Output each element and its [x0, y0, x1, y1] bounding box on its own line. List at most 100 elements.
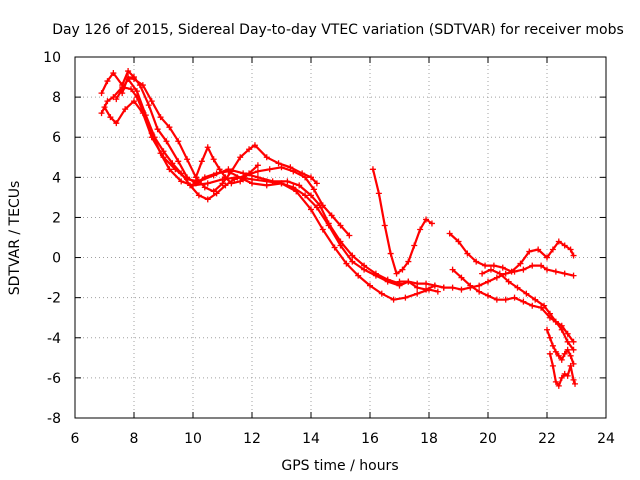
data-point: [541, 302, 548, 309]
data-point: [381, 222, 388, 229]
data-point: [552, 318, 559, 325]
data-point: [523, 290, 530, 297]
data-point: [246, 170, 253, 177]
data-point: [163, 138, 170, 145]
data-point: [423, 216, 430, 223]
data-point: [319, 226, 326, 233]
data-point: [549, 342, 556, 349]
data-point: [567, 352, 574, 359]
y-tick-label: -8: [47, 411, 61, 427]
y-axis-title: SDTVAR / TECUs: [7, 181, 23, 296]
data-point: [237, 178, 244, 185]
data-point: [337, 222, 344, 229]
data-point: [151, 134, 158, 141]
data-point: [369, 166, 376, 173]
data-point: [555, 382, 562, 389]
data-point: [570, 338, 577, 345]
data-point: [187, 182, 194, 189]
data-point: [546, 334, 553, 341]
data-point: [210, 172, 217, 179]
data-point: [204, 196, 211, 203]
data-point: [160, 154, 167, 161]
data-point: [434, 288, 441, 295]
x-tick-label: 22: [538, 431, 556, 447]
data-point: [505, 278, 512, 285]
data-point: [349, 258, 356, 265]
data-point: [390, 296, 397, 303]
data-point: [104, 98, 111, 105]
data-point: [570, 376, 577, 383]
data-point: [166, 166, 173, 173]
y-tick-label: 0: [52, 251, 61, 267]
series-pass-5: [113, 76, 353, 239]
data-point: [192, 174, 199, 181]
data-point: [201, 184, 208, 191]
y-tick-label: 6: [52, 130, 61, 146]
data-point: [145, 102, 152, 109]
data-point: [517, 260, 524, 267]
data-point: [538, 262, 545, 269]
data-point: [428, 220, 435, 227]
data-point: [564, 372, 571, 379]
data-point: [210, 156, 217, 163]
series-line: [545, 328, 575, 365]
data-point: [178, 170, 185, 177]
data-point: [405, 278, 412, 285]
data-point: [101, 104, 108, 111]
series-layer: [98, 68, 579, 389]
data-point: [482, 262, 489, 269]
series-line: [451, 268, 575, 343]
series-line: [548, 352, 577, 387]
data-point: [572, 380, 579, 387]
data-point: [337, 238, 344, 245]
data-point: [269, 178, 276, 185]
data-point: [310, 186, 317, 193]
data-point: [228, 180, 235, 187]
data-point: [198, 158, 205, 165]
data-point: [417, 226, 424, 233]
data-point: [125, 76, 132, 83]
data-point: [125, 68, 132, 75]
data-point: [411, 242, 418, 249]
data-point: [476, 288, 483, 295]
data-point: [128, 86, 135, 93]
data-point: [567, 246, 574, 253]
series-line: [103, 100, 401, 285]
grid-layer: [75, 57, 606, 418]
data-point: [479, 270, 486, 277]
data-point: [375, 190, 382, 197]
series-pass-10: [449, 266, 577, 345]
data-point: [384, 276, 391, 283]
series-pass-3: [101, 98, 403, 287]
data-point: [313, 180, 320, 187]
data-point: [302, 174, 309, 181]
x-tick-label: 24: [597, 431, 615, 447]
data-point: [157, 114, 164, 121]
data-point: [328, 212, 335, 219]
data-point: [552, 378, 559, 385]
data-point: [254, 174, 261, 181]
data-point: [496, 270, 503, 277]
data-point: [570, 360, 577, 367]
data-point: [544, 254, 550, 261]
data-point: [455, 238, 462, 245]
data-point: [184, 156, 191, 163]
x-tick-label: 12: [243, 431, 261, 447]
data-point: [331, 244, 338, 251]
data-point: [246, 146, 253, 153]
data-point: [251, 142, 258, 149]
data-point: [148, 98, 155, 105]
data-point: [355, 272, 362, 279]
data-point: [204, 180, 211, 187]
series-pass-12: [546, 350, 579, 389]
data-point: [493, 296, 500, 303]
y-tick-label: -6: [47, 371, 61, 387]
series-line: [115, 78, 351, 237]
data-point: [467, 282, 474, 289]
data-point: [113, 96, 120, 103]
data-point: [122, 106, 129, 113]
data-point: [561, 350, 568, 357]
series-pass-7: [369, 166, 435, 277]
data-point: [464, 250, 471, 257]
